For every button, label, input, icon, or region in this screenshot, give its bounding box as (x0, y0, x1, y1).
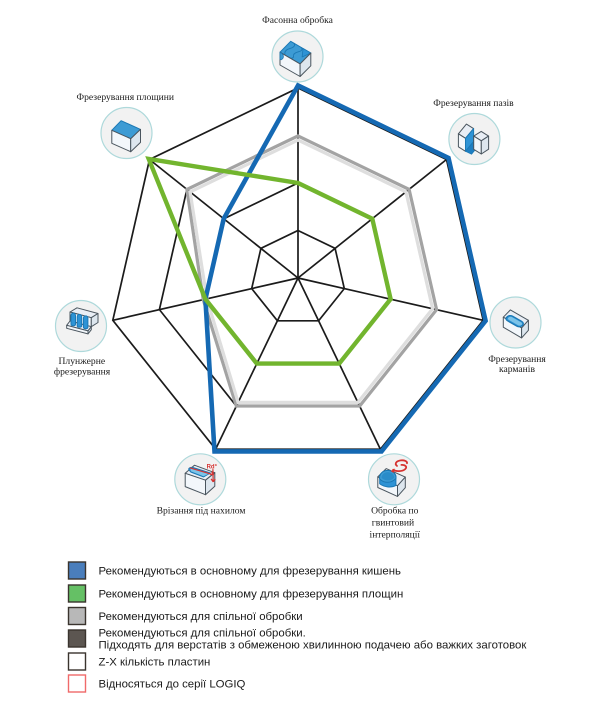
svg-text:Фрезерування площини: Фрезерування площини (77, 92, 175, 103)
svg-text:карманів: карманів (499, 364, 535, 375)
svg-text:Z-X кількість пластин: Z-X кількість пластин (99, 657, 211, 669)
svg-text:Фрезерування: Фрезерування (488, 354, 546, 365)
svg-text:Підходять для верстатів з обме: Підходять для верстатів з обмеженою хвил… (99, 640, 528, 652)
svg-text:гвинтовий: гвинтовий (372, 518, 414, 529)
svg-text:Плунжерне: Плунжерне (58, 356, 105, 367)
svg-text:Врізання під нахилом: Врізання під нахилом (157, 506, 246, 517)
svg-text:Рекомендуються в основному для: Рекомендуються в основному для фрезерува… (99, 589, 404, 601)
svg-text:Фрезерування пазів: Фрезерування пазів (433, 98, 514, 109)
svg-text:Фасонна обробка: Фасонна обробка (262, 15, 333, 26)
svg-text:інтерполяції: інтерполяції (370, 530, 421, 541)
svg-text:Рекомендуються для спільної об: Рекомендуються для спільної обробки (99, 611, 303, 623)
svg-text:Відносяться до серії LOGIQ: Відносяться до серії LOGIQ (99, 679, 246, 691)
svg-text:Rd°: Rd° (207, 465, 218, 471)
svg-text:Рекомендуються для спільної об: Рекомендуються для спільної обробки. (99, 628, 306, 640)
svg-text:Обробка по: Обробка по (371, 506, 419, 517)
svg-text:фрезерування: фрезерування (54, 366, 111, 377)
svg-text:Рекомендуються в основному для: Рекомендуються в основному для фрезерува… (99, 566, 402, 578)
